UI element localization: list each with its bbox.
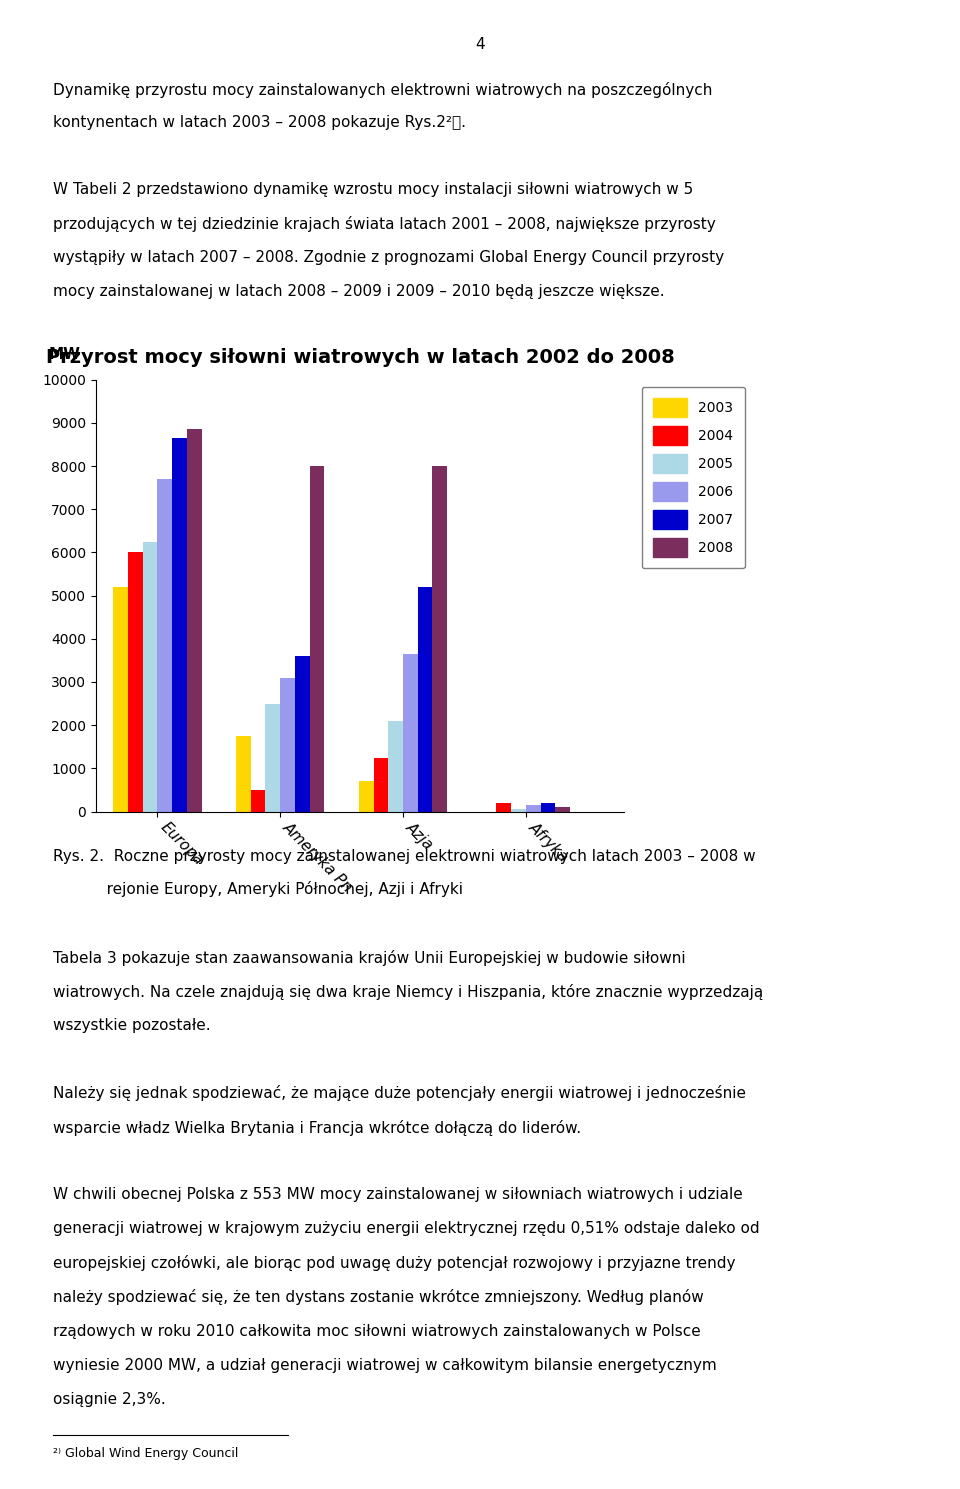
Bar [280,677,295,812]
Bar [511,810,526,812]
Text: MW: MW [48,347,81,362]
Bar [359,782,373,812]
Text: osiągnie 2,3%.: osiągnie 2,3%. [53,1392,165,1407]
Text: Należy się jednak spodziewać, że mające duże potencjały energii wiatrowej i jedn: Należy się jednak spodziewać, że mające … [53,1085,746,1102]
Text: 4: 4 [475,37,485,52]
Text: ²⁾ Global Wind Energy Council: ²⁾ Global Wind Energy Council [53,1447,238,1461]
Bar [403,654,418,812]
Text: rządowych w roku 2010 całkowita moc siłowni wiatrowych zainstalowanych w Polsce: rządowych w roku 2010 całkowita moc siło… [53,1324,701,1339]
Bar [373,758,388,812]
Bar [310,466,324,812]
Bar [496,803,511,812]
Text: generacji wiatrowej w krajowym zużyciu energii elektrycznej rzędu 0,51% odstaje : generacji wiatrowej w krajowym zużyciu e… [53,1221,759,1236]
Text: należy spodziewać się, że ten dystans zostanie wkrótce zmniejszony. Według planó: należy spodziewać się, że ten dystans zo… [53,1289,704,1306]
Text: mocy zainstalowanej w latach 2008 – 2009 i 2009 – 2010 będą jeszcze większe.: mocy zainstalowanej w latach 2008 – 2009… [53,284,664,299]
Text: przodujących w tej dziedzinie krajach świata latach 2001 – 2008, największe przy: przodujących w tej dziedzinie krajach św… [53,216,715,232]
Title: Przyrost mocy siłowni wiatrowych w latach 2002 do 2008: Przyrost mocy siłowni wiatrowych w latac… [46,348,674,366]
Text: europejskiej czołówki, ale biorąc pod uwagę duży potencjał rozwojowy i przyjazne: europejskiej czołówki, ale biorąc pod uw… [53,1255,735,1272]
Text: wszystkie pozostałe.: wszystkie pozostałe. [53,1018,210,1033]
Text: kontynentach w latach 2003 – 2008 pokazuje Rys.2²⧩.: kontynentach w latach 2003 – 2008 pokazu… [53,115,466,130]
Bar [266,704,280,812]
Text: wyniesie 2000 MW, a udział generacji wiatrowej w całkowitym bilansie energetyczn: wyniesie 2000 MW, a udział generacji wia… [53,1358,716,1373]
Text: Dynamikę przyrostu mocy zainstalowanych elektrowni wiatrowych na poszczególnych: Dynamikę przyrostu mocy zainstalowanych … [53,82,712,98]
Bar [187,429,202,812]
Bar [113,587,128,812]
Bar [418,587,432,812]
Bar [388,721,403,812]
Legend: 2003, 2004, 2005, 2006, 2007, 2008: 2003, 2004, 2005, 2006, 2007, 2008 [641,387,745,569]
Bar [157,479,172,812]
Bar [540,803,555,812]
Text: Tabela 3 pokazuje stan zaawansowania krajów Unii Europejskiej w budowie siłowni: Tabela 3 pokazuje stan zaawansowania kra… [53,950,685,966]
Bar [251,789,266,812]
Bar [143,542,157,812]
Bar [555,807,570,812]
Bar [172,438,187,812]
Text: Rys. 2.  Roczne przyrosty mocy zainstalowanej elektrowni wiatrowych latach 2003 : Rys. 2. Roczne przyrosty mocy zainstalow… [53,849,756,864]
Bar [526,806,540,812]
Text: wsparcie władz Wielka Brytania i Francja wkrótce dołączą do liderów.: wsparcie władz Wielka Brytania i Francja… [53,1120,581,1136]
Text: wystąpiły w latach 2007 – 2008. Zgodnie z prognozami Global Energy Council przyr: wystąpiły w latach 2007 – 2008. Zgodnie … [53,250,724,265]
Text: rejonie Europy, Ameryki Północnej, Azji i Afryki: rejonie Europy, Ameryki Północnej, Azji … [53,881,463,898]
Bar [432,466,447,812]
Bar [128,552,143,812]
Text: W Tabeli 2 przedstawiono dynamikę wzrostu mocy instalacji siłowni wiatrowych w 5: W Tabeli 2 przedstawiono dynamikę wzrost… [53,182,693,197]
Text: W chwili obecnej Polska z 553 MW mocy zainstalowanej w siłowniach wiatrowych i u: W chwili obecnej Polska z 553 MW mocy za… [53,1187,742,1202]
Bar [295,657,310,812]
Bar [236,736,251,812]
Text: wiatrowych. Na czele znajdują się dwa kraje Niemcy i Hiszpania, które znacznie w: wiatrowych. Na czele znajdują się dwa kr… [53,984,763,1001]
